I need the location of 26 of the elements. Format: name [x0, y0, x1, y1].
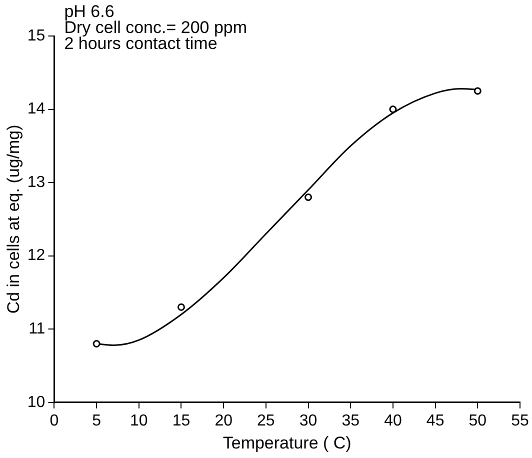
y-tick-label: 15 — [27, 27, 46, 44]
x-tick-label: 5 — [92, 412, 102, 430]
point — [92, 340, 100, 348]
x-tick-label: 40 — [384, 412, 402, 430]
x-tick-label: 55 — [511, 412, 529, 430]
x-tick-label: 10 — [130, 412, 148, 430]
y-tick-label: 10 — [27, 394, 46, 411]
x-tick-label: 0 — [50, 412, 59, 430]
x-tick-label: 25 — [257, 412, 275, 430]
x-tick-label: 20 — [214, 412, 233, 430]
x-tick-label: 45 — [426, 412, 444, 430]
y-tick-label: 14 — [27, 100, 46, 118]
y-tick-label: 13 — [27, 174, 46, 191]
x-axis-title: Temperature ( C) — [222, 433, 352, 452]
x-tick-label: 30 — [299, 412, 318, 430]
point — [474, 87, 482, 95]
y-tick-label: 12 — [27, 247, 46, 264]
y-axis-title: Cd in cells at eq. (ug/mg) — [4, 124, 23, 314]
point — [304, 193, 312, 201]
text: pH 6.6 — [64, 2, 114, 22]
point — [177, 303, 185, 311]
y-tick-label: 11 — [28, 320, 46, 338]
x-tick-label: 15 — [172, 412, 190, 430]
point — [389, 106, 397, 114]
x-tick-label: 50 — [468, 412, 487, 430]
x-tick-label: 35 — [342, 412, 360, 430]
